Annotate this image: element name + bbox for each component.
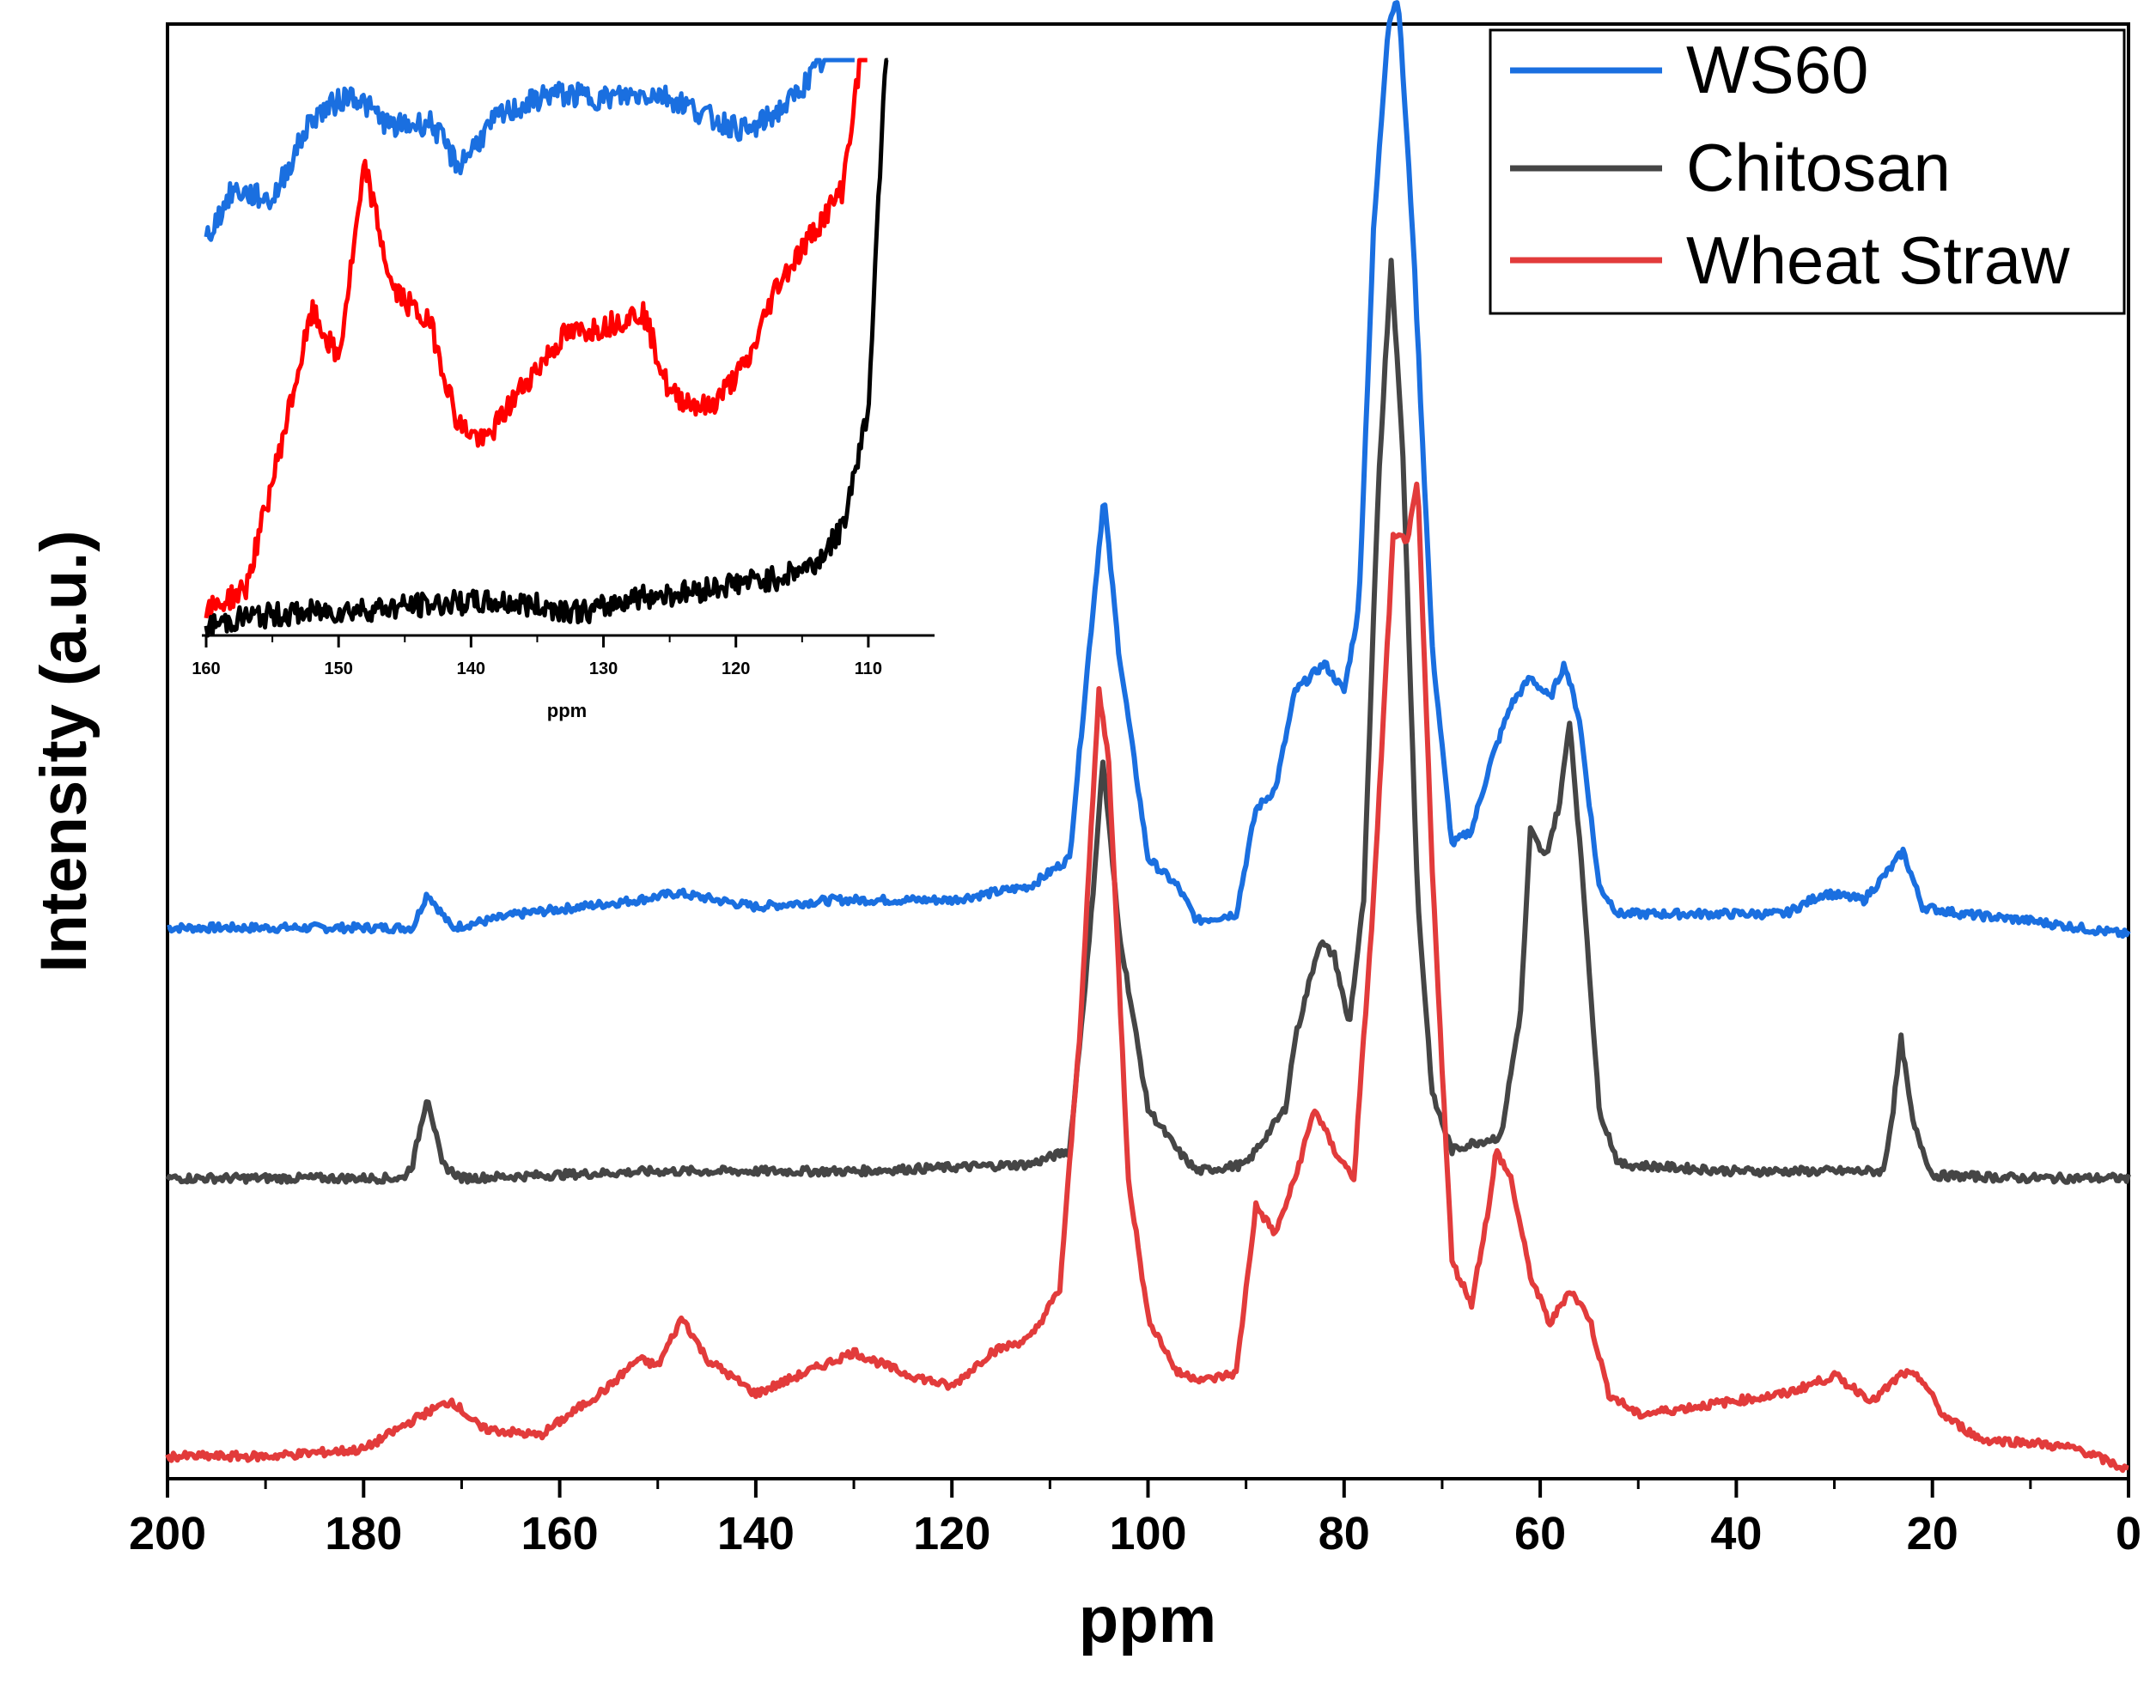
inset-x-tick-label-110: 110 — [855, 659, 882, 678]
x-tick-label-200: 200 — [129, 1508, 206, 1559]
x-tick-label-20: 20 — [1907, 1508, 1958, 1559]
inset-series-group — [204, 58, 889, 638]
legend: WS60 Chitosan Wheat Straw — [1489, 28, 2126, 315]
inset-x-tick-label-140: 140 — [457, 659, 485, 678]
x-tick-label-100: 100 — [1109, 1508, 1186, 1559]
main-series-group — [165, 0, 2131, 1474]
inset-series-line-ws60 — [204, 58, 856, 242]
inset-x-tick-label-120: 120 — [722, 659, 750, 678]
inset-x-tick-label-150: 150 — [324, 659, 352, 678]
x-tick-label-120: 120 — [913, 1508, 990, 1559]
legend-box — [1489, 28, 2126, 315]
series-line-wheat-straw — [165, 481, 2129, 1474]
main-y-axis-title: Intensity (a.u.) — [27, 530, 100, 972]
series-line-ws60 — [167, 0, 2131, 939]
x-tick-label-0: 0 — [2116, 1508, 2141, 1559]
main-x-axis-title: ppm — [1079, 1583, 1216, 1656]
inset-x-axis-ticks: 160 150 140 130 120 110 — [192, 635, 882, 678]
x-tick-label-160: 160 — [521, 1508, 599, 1559]
inset-x-tick-label-130: 130 — [589, 659, 618, 678]
x-tick-label-180: 180 — [325, 1508, 402, 1559]
inset-series-line-chitosan — [204, 58, 889, 638]
inset-plot: 160 150 140 130 120 110 ppm — [192, 58, 935, 721]
legend-label-wheat-straw: Wheat Straw — [1686, 222, 2070, 298]
x-tick-label-60: 60 — [1514, 1508, 1566, 1559]
inset-series-line-wheat-straw — [204, 58, 868, 620]
inset-x-axis-title: ppm — [547, 700, 587, 721]
legend-label-ws60: WS60 — [1686, 32, 1868, 107]
inset-x-tick-label-160: 160 — [192, 659, 220, 678]
x-tick-label-80: 80 — [1319, 1508, 1370, 1559]
x-tick-label-140: 140 — [717, 1508, 795, 1559]
legend-label-chitosan: Chitosan — [1686, 130, 1951, 205]
series-line-chitosan — [165, 258, 2131, 1185]
x-tick-label-40: 40 — [1710, 1508, 1762, 1559]
main-x-axis-ticks: 200 180 160 140 120 100 80 60 40 20 0 — [129, 1479, 2141, 1559]
